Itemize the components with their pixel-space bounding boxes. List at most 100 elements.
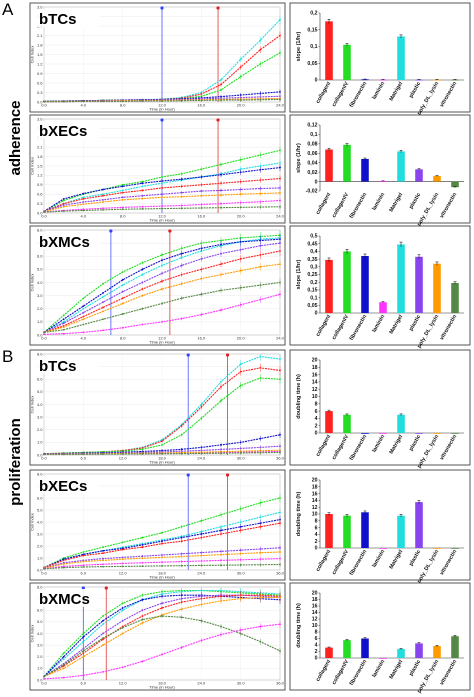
data-point (259, 377, 262, 379)
bar-fibronectin (361, 638, 369, 658)
x-tick-label: 24.0 (197, 456, 206, 461)
bar-poly_DL_lysin (433, 263, 441, 313)
series-7 (43, 204, 281, 213)
bar-y-tick-label: 2 (315, 423, 318, 429)
data-point (220, 206, 222, 209)
bar-y-tick-label: 6 (315, 525, 318, 531)
data-point (259, 98, 262, 101)
data-point (279, 650, 281, 652)
title-backdrop (34, 356, 100, 374)
bar-y-tick-label: 10 (312, 394, 318, 400)
data-point (141, 546, 144, 549)
series-7 (43, 620, 281, 680)
data-point (141, 598, 144, 601)
data-point (279, 378, 281, 381)
data-point (200, 560, 203, 562)
data-point (141, 281, 144, 284)
data-point (102, 306, 104, 309)
data-point (279, 546, 281, 549)
data-point (102, 644, 104, 647)
data-point (43, 211, 45, 213)
bar-panel-frame (289, 2, 471, 113)
time-marker-dot (186, 473, 190, 477)
data-point (180, 99, 183, 102)
y-tick-label: 1.0 (37, 666, 43, 671)
chart-title: bXMCs (39, 591, 90, 608)
bar-collagenIV (343, 251, 351, 313)
bar-collagenI (325, 149, 333, 182)
bar-collagenI (325, 259, 333, 313)
y-tick-label: 0.9 (37, 71, 43, 76)
data-point (43, 675, 45, 678)
bar-y-tick-label: 0,5 (310, 234, 317, 240)
data-point (259, 254, 262, 256)
x-tick-label: 8.0 (120, 336, 126, 341)
bar-y-tick-label: 0,35 (307, 257, 317, 263)
data-point (161, 615, 163, 617)
data-point (200, 257, 203, 260)
data-point (82, 640, 85, 643)
data-point (141, 594, 144, 597)
data-point (180, 560, 183, 563)
data-point (279, 18, 281, 21)
data-point (200, 446, 203, 449)
bar-y-axis-label: slope (1/hr) (296, 143, 302, 173)
bar-y-tick-label: 4 (315, 643, 318, 649)
bar-vitronectin (451, 636, 459, 658)
data-point (82, 201, 85, 203)
data-point (161, 540, 163, 543)
y-tick-label: 0.6 (37, 192, 43, 197)
bar-y-tick-label: 0,15 (307, 27, 317, 33)
data-point (200, 183, 203, 186)
data-point (220, 513, 222, 516)
data-point (121, 313, 124, 315)
data-point (200, 533, 203, 535)
data-point (102, 670, 104, 673)
data-point (279, 98, 281, 101)
data-point (200, 452, 203, 455)
bar-collagenIV (343, 640, 351, 658)
y-tick-label: 1.2 (37, 61, 43, 66)
title-backdrop (34, 476, 100, 494)
data-point (239, 168, 242, 171)
bar-y-tick-label: 10 (312, 512, 318, 518)
y-tick-label: 6.0 (37, 495, 43, 500)
title-backdrop (34, 9, 100, 27)
data-point (62, 205, 65, 208)
data-point (82, 208, 85, 211)
time-marker-dot (168, 229, 172, 233)
data-point (102, 301, 104, 304)
x-tick-label: 0.0 (41, 103, 47, 108)
data-point (121, 326, 124, 329)
data-point (239, 180, 242, 183)
bar-y-tick-label: 4 (315, 532, 318, 538)
bar-collagenI (325, 21, 333, 80)
data-point (141, 197, 144, 200)
data-point (62, 326, 65, 329)
x-tick-label: 24.0 (276, 103, 285, 108)
bar-vitronectin (451, 282, 459, 313)
data-point (239, 597, 242, 600)
data-point (121, 297, 124, 300)
bar-y-tick-label: 0,12 (307, 123, 317, 129)
data-point (141, 273, 144, 276)
data-point (121, 607, 124, 609)
data-point (239, 240, 242, 243)
data-point (220, 385, 222, 388)
bar-collagenI (325, 514, 333, 548)
data-point (82, 203, 85, 206)
title-backdrop (34, 589, 100, 607)
data-point (62, 314, 65, 317)
x-tick-label: 16.0 (197, 336, 206, 341)
data-point (141, 622, 144, 624)
y-axis-label: Cell Index (30, 625, 35, 643)
data-point (220, 243, 222, 246)
data-point (161, 556, 163, 559)
bar-y-tick-label: 0,4 (310, 249, 317, 255)
data-point (161, 180, 163, 182)
bar-laminin (379, 433, 387, 434)
